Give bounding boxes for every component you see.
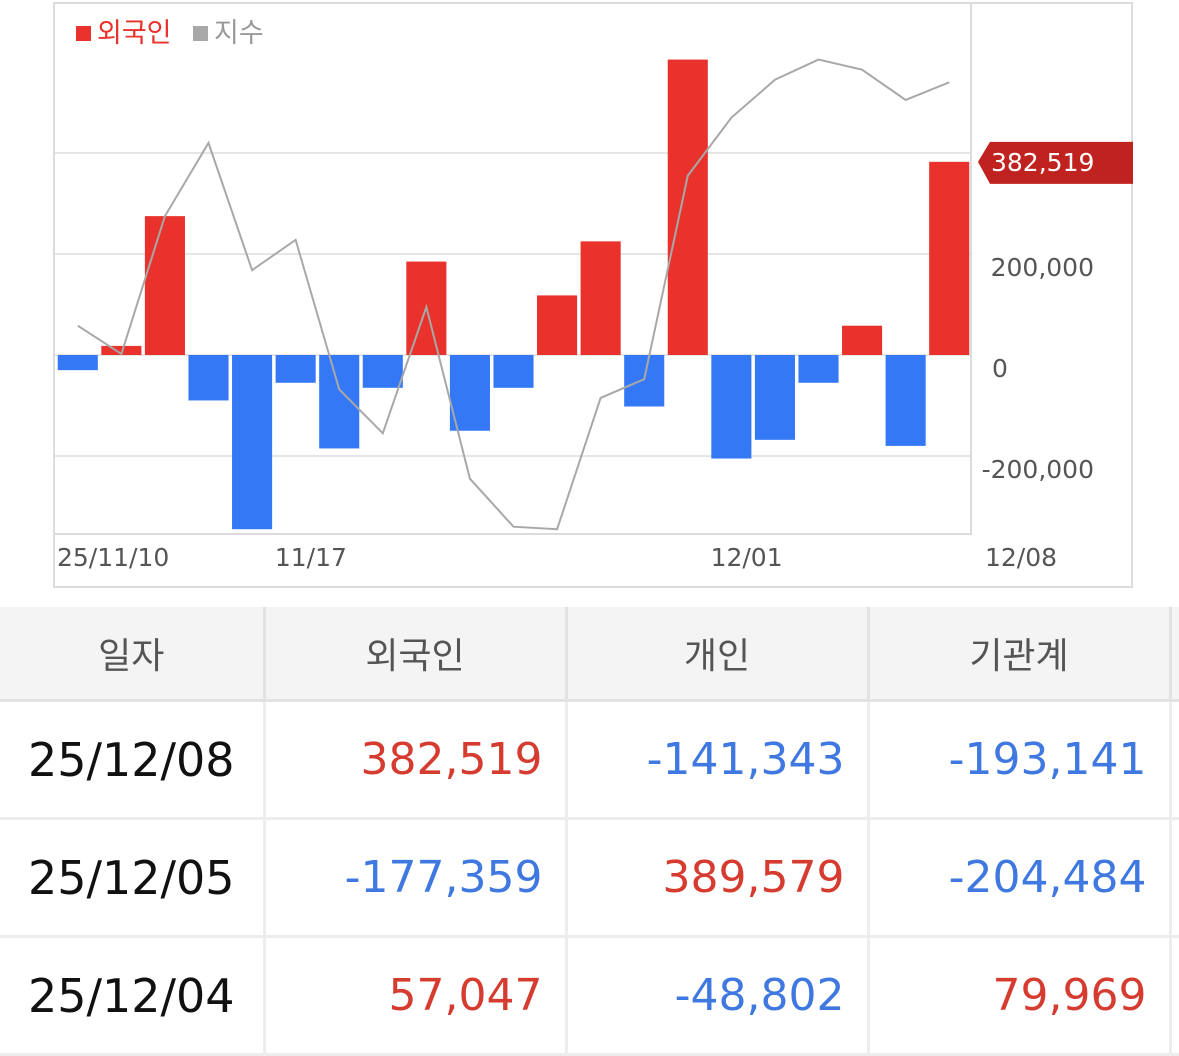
header-institution: 기관계 <box>868 607 1172 702</box>
legend-index-label: 지수 <box>214 18 264 49</box>
legend-foreign-label: 외국인 <box>97 18 172 49</box>
row-individual: -48,802 <box>566 936 870 1056</box>
current-value-flag-shape <box>978 141 1133 184</box>
foreign-bar <box>101 345 142 355</box>
index-line <box>77 58 950 531</box>
index-line-path <box>77 58 950 531</box>
table-header-row: 일자 외국인 개인 기관계 <box>0 607 1179 702</box>
foreign-bar <box>842 325 883 355</box>
x-tick-label: 11/17 <box>275 543 347 572</box>
foreign-bar <box>580 241 621 355</box>
header-foreign: 외국인 <box>264 607 568 702</box>
foreign-bar <box>57 355 98 371</box>
row-date: 25/12/08 <box>0 700 266 820</box>
investor-chart: 200,000 0 -200,000 25/11/10 11/17 12/01 12/08… <box>53 2 1133 588</box>
header-overflow <box>1170 607 1179 702</box>
current-value-flag: 382,519 <box>978 141 1133 184</box>
foreign-bar <box>319 355 360 449</box>
foreign-bar <box>754 355 795 440</box>
row-date: 25/12/04 <box>0 936 266 1056</box>
foreign-bar <box>537 295 578 355</box>
legend: 외국인 지수 <box>76 18 264 49</box>
legend-index-swatch <box>193 26 208 41</box>
row-institution: -204,484 <box>868 818 1172 938</box>
foreign-bar <box>449 355 490 431</box>
current-value-label: 382,519 <box>991 148 1094 177</box>
row-foreign: -177,359 <box>264 818 568 938</box>
foreign-bar <box>667 59 708 355</box>
foreign-bar <box>711 355 752 459</box>
foreign-bar <box>275 355 316 383</box>
x-axis-ticks: 25/11/10 11/17 12/01 12/08 <box>57 543 1057 572</box>
row-individual: 389,579 <box>566 818 870 938</box>
row-individual: -141,343 <box>566 700 870 820</box>
row-date: 25/12/05 <box>0 818 266 938</box>
row-overflow <box>1170 700 1179 820</box>
x-tick-label: 12/08 <box>985 543 1057 572</box>
x-tick-label: 12/01 <box>711 543 783 572</box>
y-tick-label: 200,000 <box>991 253 1094 282</box>
row-overflow <box>1170 936 1179 1056</box>
header-individual: 개인 <box>566 607 870 702</box>
row-institution: -193,141 <box>868 700 1172 820</box>
investor-table: 일자 외국인 개인 기관계 25/12/08 382,519 -141,343 … <box>0 607 1179 1056</box>
table-row[interactable]: 25/12/04 57,047 -48,802 79,969 <box>0 936 1179 1056</box>
row-foreign: 57,047 <box>264 936 568 1056</box>
row-overflow <box>1170 818 1179 938</box>
plot-area-border <box>53 2 972 535</box>
foreign-bar <box>188 355 229 401</box>
header-date: 일자 <box>0 607 266 702</box>
legend-foreign-swatch <box>76 26 91 41</box>
foreign-bar <box>624 355 665 407</box>
table-row[interactable]: 25/12/05 -177,359 389,579 -204,484 <box>0 818 1179 938</box>
foreign-bar <box>929 161 970 355</box>
y-axis-ticks: 200,000 0 -200,000 <box>982 253 1094 484</box>
y-tick-label: -200,000 <box>982 455 1094 484</box>
x-tick-label: 25/11/10 <box>57 543 169 572</box>
foreign-bar <box>798 355 839 383</box>
y-tick-label: 0 <box>992 354 1008 383</box>
foreign-bar <box>144 216 185 355</box>
foreign-bars <box>57 59 970 530</box>
table-row[interactable]: 25/12/08 382,519 -141,343 -193,141 <box>0 700 1179 820</box>
foreign-bar <box>493 355 534 388</box>
foreign-bar <box>885 355 926 446</box>
row-foreign: 382,519 <box>264 700 568 820</box>
row-institution: 79,969 <box>868 936 1172 1056</box>
foreign-bar <box>362 355 403 388</box>
foreign-bar <box>232 355 273 530</box>
